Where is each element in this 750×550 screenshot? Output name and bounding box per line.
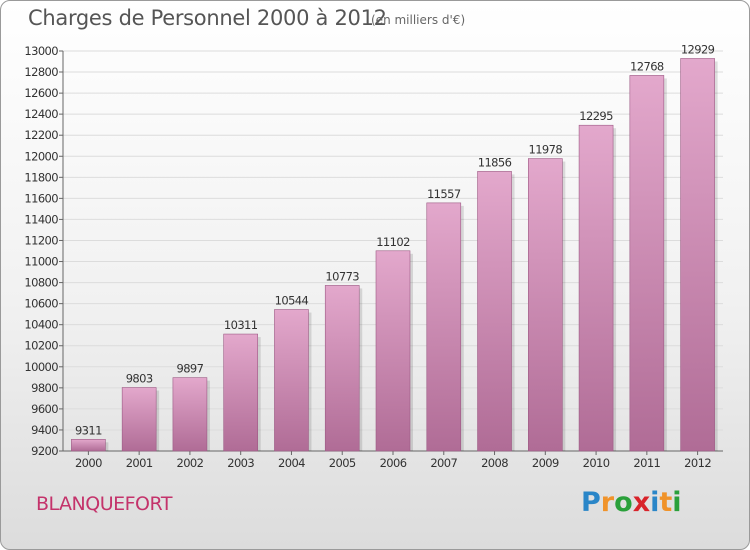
bar-2010: [578, 124, 614, 452]
y-tick-label: 11800: [24, 170, 58, 184]
proxiti-logo: Proxiti: [581, 487, 682, 518]
data-label: 12768: [630, 59, 664, 73]
x-tick-label: 2006: [380, 456, 407, 470]
logo-letter: r: [600, 487, 615, 518]
data-label: 11978: [529, 143, 563, 157]
x-tick-label: 2008: [481, 456, 508, 470]
data-label: 9311: [75, 423, 102, 437]
bar-2005: [324, 285, 360, 452]
data-label: 9897: [176, 362, 203, 376]
bar-2007: [426, 202, 462, 452]
data-label: 10544: [275, 294, 309, 308]
data-label: 11557: [427, 187, 461, 201]
logo-letter: i: [650, 487, 660, 518]
y-tick-label: 13000: [24, 44, 58, 58]
y-tick-label: 12000: [24, 149, 58, 163]
y-tick-label: 10200: [24, 339, 58, 353]
axes: 9200 9400 9600 9800 10000 10200 10400 10600 1080…: [24, 44, 723, 470]
y-tick-label: 11000: [24, 255, 58, 269]
bars: [71, 58, 718, 452]
data-label: 11856: [478, 155, 512, 169]
y-tick-label: 10600: [24, 297, 58, 311]
x-tick-label: 2004: [278, 456, 305, 470]
bar-2009: [528, 158, 563, 452]
bar-2003: [223, 333, 258, 452]
logo-letter: o: [614, 487, 633, 518]
data-label: 12929: [681, 42, 715, 56]
chart-title: Charges de Personnel 2000 à 2012: [28, 6, 387, 30]
y-tick-label: 9200: [31, 444, 58, 458]
y-tick-label: 12600: [24, 86, 58, 100]
y-tick-label: 11400: [24, 212, 58, 226]
logo-letter: i: [672, 487, 682, 518]
x-tick-label: 2000: [75, 456, 102, 470]
data-label: 11102: [376, 235, 410, 249]
data-label: 10311: [224, 318, 258, 332]
bar-2000: [71, 439, 106, 452]
x-tick-label: 2010: [583, 456, 610, 470]
bar-2004: [274, 309, 309, 452]
x-tick-label: 2005: [329, 456, 356, 470]
x-tick-label: 2007: [430, 456, 457, 470]
bar-2008: [477, 171, 512, 452]
x-tick-label: 2011: [633, 456, 660, 470]
y-tick-label: 10400: [24, 318, 58, 332]
x-tick-label: 2009: [532, 456, 559, 470]
data-label: 10773: [325, 269, 359, 283]
commune-name: BLANQUEFORT: [36, 493, 172, 515]
bar-2012: [680, 58, 715, 452]
y-tick-label: 9400: [31, 423, 58, 437]
bar-2011: [629, 75, 665, 452]
unit-label: (en milliers d'€): [371, 13, 466, 27]
logo-letter: P: [581, 487, 601, 518]
x-tick-label: 2012: [684, 456, 711, 470]
bar-2001: [121, 387, 157, 452]
y-tick-label: 10000: [24, 360, 58, 374]
x-tick-label: 2002: [176, 456, 203, 470]
logo-letter: t: [659, 487, 673, 518]
y-tick-label: 12200: [24, 128, 58, 142]
y-tick-label: 12800: [24, 65, 58, 79]
y-tick-label: 10800: [24, 276, 58, 290]
bar-2002: [172, 377, 208, 452]
data-labels: 9311 9803 9897 10311 10544 10773 11102 11557 118…: [75, 42, 715, 437]
y-tick-label: 11200: [24, 233, 58, 247]
logo-letter: x: [632, 487, 651, 518]
y-tick-label: 9800: [31, 381, 58, 395]
bar-2006: [375, 250, 411, 452]
x-tick-label: 2003: [227, 456, 254, 470]
data-label: 9803: [126, 372, 153, 386]
y-tick-label: 11600: [24, 191, 58, 205]
x-tick-label: 2001: [126, 456, 153, 470]
data-label: 12295: [579, 109, 613, 123]
y-tick-label: 12400: [24, 107, 58, 121]
y-tick-label: 9600: [31, 402, 58, 416]
